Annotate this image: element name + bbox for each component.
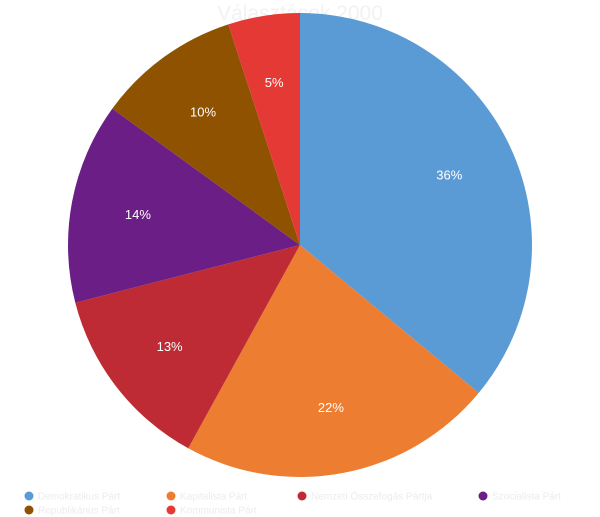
legend: Demokratikus Párt Kapitalista Párt Nemzeti… [24,491,561,517]
legend-item-kommunista-part: Kommunista Párt [166,505,257,517]
legend-item-demokratikus-part: Demokratikus Párt [24,491,120,503]
slice-labels-layer: 36% 22% 13% 14% 10% 5% [125,75,463,415]
legend-item-kapitalista-part: Kapitalista Párt [166,491,247,503]
legend-marker [166,505,176,515]
legend-item-szocialista-part: Szocialista Párt [478,491,561,503]
pie-slice-demokratikus-part [300,13,532,393]
pie-slice-kapitalista-part [188,245,479,477]
legend-marker [24,491,34,501]
legend-label: Kapitalista Párt [180,492,247,503]
slice-label-szocialista-part: 14% [125,207,151,222]
legend-marker [478,491,488,501]
legend-marker [166,491,176,501]
slice-label-kommunista-part: 5% [265,75,284,90]
slice-label-kapitalista-part: 22% [318,400,344,415]
slice-label-nemzeti-osszefogas-partja: 13% [157,339,183,354]
legend-label: Szocialista Párt [492,492,561,503]
legend-item-republikanus-part: Republikánus Párt [24,505,120,517]
slice-label-republikanus-part: 10% [190,105,216,120]
slice-label-demokratikus-part: 36% [436,168,462,183]
pie-slice-kommunista-part [228,13,300,245]
legend-item-nemzeti-osszefogas-partja: Nemzeti Összefogás Pártja [297,491,433,503]
legend-marker [297,491,307,501]
slices-layer [68,13,532,477]
legend-label: Kommunista Párt [180,506,257,517]
pie-slice-republikanus-part [112,24,300,245]
legend-label: Demokratikus Párt [38,492,120,503]
legend-label: Nemzeti Összefogás Pártja [311,491,433,503]
pie-slice-nemzeti-osszefogas-partja [75,245,301,449]
pie-slice-szocialista-part [68,108,301,303]
legend-marker [24,505,34,515]
legend-label: Republikánus Párt [38,506,120,517]
